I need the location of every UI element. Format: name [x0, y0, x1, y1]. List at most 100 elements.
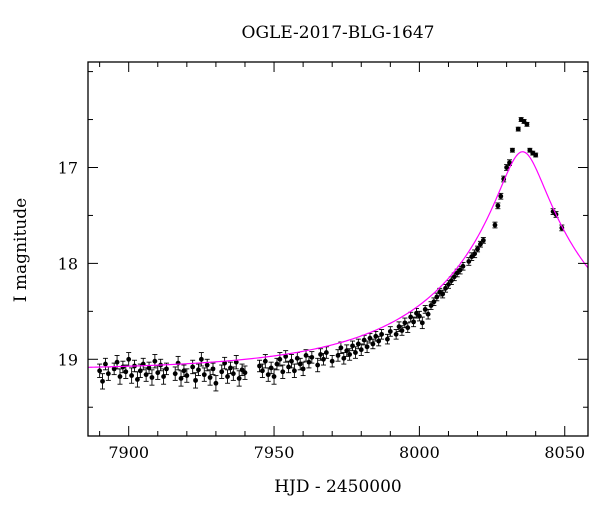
- point-marker: [370, 341, 376, 347]
- data-point: [352, 346, 358, 359]
- point-marker: [225, 374, 230, 379]
- y-tick-label: 18: [58, 254, 78, 273]
- data-point: [358, 343, 364, 356]
- point-marker: [97, 368, 103, 374]
- data-point: [259, 363, 265, 378]
- point-marker: [201, 372, 207, 378]
- point-marker: [451, 274, 457, 280]
- data-point: [341, 352, 347, 365]
- data-point: [198, 352, 204, 367]
- data-point: [498, 192, 504, 200]
- point-marker: [419, 320, 425, 326]
- data-point: [515, 126, 521, 132]
- point-marker: [338, 345, 344, 351]
- data-point: [492, 221, 498, 229]
- point-marker: [393, 331, 399, 337]
- point-marker: [460, 263, 466, 269]
- data-point: [271, 368, 277, 385]
- data-point: [411, 316, 417, 328]
- data-point: [384, 333, 390, 345]
- x-tick-label: 8000: [399, 443, 440, 462]
- point-marker: [446, 282, 451, 287]
- point-marker: [478, 241, 483, 247]
- point-marker: [416, 313, 422, 319]
- point-marker: [498, 193, 504, 199]
- point-marker: [504, 165, 510, 170]
- point-marker: [100, 378, 105, 384]
- data-point: [364, 340, 370, 354]
- point-marker: [178, 376, 184, 381]
- point-marker: [440, 291, 446, 297]
- data-point: [315, 357, 321, 373]
- point-marker: [480, 237, 486, 243]
- point-marker: [297, 361, 303, 367]
- point-marker: [373, 333, 379, 339]
- point-marker: [367, 335, 373, 341]
- point-marker: [146, 365, 152, 371]
- data-point: [210, 362, 216, 376]
- data-point: [320, 353, 326, 366]
- point-marker: [230, 371, 236, 377]
- point-marker: [123, 369, 129, 375]
- point-marker: [291, 368, 297, 374]
- data-point: [475, 245, 481, 253]
- data-point: [193, 372, 199, 389]
- point-marker: [222, 360, 228, 366]
- data-point: [163, 362, 169, 376]
- data-point: [344, 344, 350, 357]
- data-point: [129, 367, 135, 384]
- point-marker: [405, 325, 411, 331]
- point-marker: [385, 336, 390, 342]
- point-marker: [411, 319, 416, 325]
- data-point: [233, 354, 239, 370]
- data-point: [283, 350, 289, 363]
- point-marker: [507, 160, 512, 166]
- point-marker: [164, 366, 169, 372]
- point-marker: [149, 375, 155, 380]
- point-marker: [204, 362, 210, 368]
- x-axis-label: HJD - 2450000: [274, 477, 402, 497]
- data-point: [347, 348, 353, 361]
- point-marker: [242, 370, 248, 376]
- data-point: [146, 361, 152, 375]
- data-point: [507, 159, 513, 167]
- point-marker: [448, 278, 454, 284]
- point-marker: [111, 366, 117, 372]
- data-point: [207, 369, 213, 386]
- point-marker: [105, 371, 111, 377]
- point-marker: [321, 356, 326, 362]
- data-point: [323, 346, 329, 359]
- point-marker: [492, 222, 498, 228]
- data-point: [97, 363, 103, 378]
- data-point: [402, 317, 408, 329]
- data-point: [149, 369, 155, 386]
- data-points-layer: [97, 117, 565, 392]
- data-point: [175, 355, 181, 371]
- data-point: [405, 322, 411, 333]
- data-point: [361, 334, 367, 346]
- point-marker: [466, 259, 472, 264]
- point-marker: [306, 359, 312, 365]
- point-marker: [472, 251, 478, 257]
- data-point: [393, 329, 399, 340]
- point-marker: [283, 354, 289, 359]
- data-point: [268, 361, 274, 375]
- data-point: [201, 367, 207, 382]
- data-point: [178, 370, 184, 387]
- point-marker: [431, 299, 437, 305]
- point-marker: [262, 358, 268, 364]
- point-marker: [341, 355, 347, 361]
- point-marker: [350, 343, 355, 349]
- point-marker: [289, 358, 294, 364]
- y-axis-label: I magnitude: [11, 198, 31, 302]
- point-marker: [355, 341, 361, 347]
- point-marker: [379, 331, 385, 337]
- data-point: [222, 356, 228, 370]
- data-point: [509, 147, 515, 153]
- point-marker: [399, 328, 405, 333]
- point-marker: [294, 355, 300, 361]
- point-marker: [300, 366, 306, 372]
- data-point: [102, 357, 108, 371]
- point-marker: [515, 126, 521, 132]
- data-point: [376, 335, 382, 347]
